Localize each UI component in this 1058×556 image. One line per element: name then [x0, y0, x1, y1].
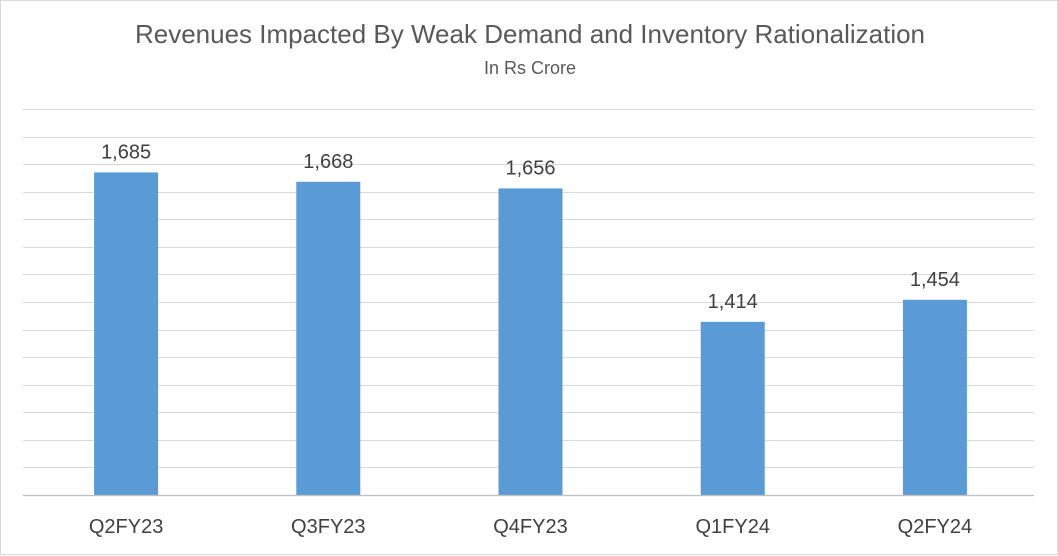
data-label-q1fy24: 1,414 — [708, 291, 758, 313]
bar-q4fy23 — [498, 188, 563, 496]
bars — [94, 172, 967, 496]
data-label-q4fy23: 1,656 — [505, 157, 555, 179]
data-label-q3fy23: 1,668 — [303, 151, 353, 173]
x-tick-label-q3fy23: Q3FY23 — [291, 516, 365, 538]
data-labels: 1,685 1,668 1,656 1,414 1,454 — [101, 141, 960, 312]
data-label-q2fy23: 1,685 — [101, 141, 151, 163]
x-tick-label-q2fy23: Q2FY23 — [89, 516, 163, 538]
bar-q2fy24 — [902, 299, 967, 495]
bar-q1fy24 — [700, 321, 765, 495]
data-label-q2fy24: 1,454 — [910, 269, 960, 291]
chart-title: Revenues Impacted By Weak Demand and Inv… — [134, 19, 926, 49]
x-tick-label-q2fy24: Q2FY24 — [898, 516, 972, 538]
x-tick-label-q4fy23: Q4FY23 — [493, 516, 567, 538]
bar-q2fy23 — [94, 172, 159, 495]
bar-q3fy23 — [296, 181, 361, 495]
x-axis: Q2FY23 Q3FY23 Q4FY23 Q1FY24 Q2FY24 — [23, 494, 1034, 538]
x-tick-label-q1fy24: Q1FY24 — [695, 516, 769, 538]
chart-subtitle: In Rs Crore — [483, 58, 577, 78]
